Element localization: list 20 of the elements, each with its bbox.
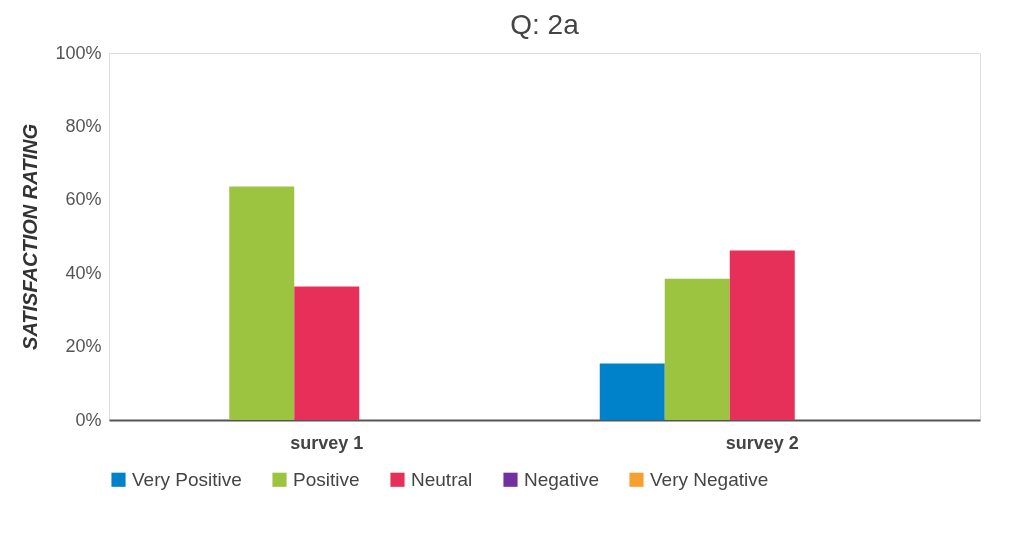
y-tick-label: 40% [65,262,102,283]
y-axis-title: SATISFACTION RATING [19,124,42,350]
y-tick-label: 20% [65,336,102,357]
x-tick-label: survey 2 [725,432,799,453]
bar [229,186,295,420]
bar [294,286,360,420]
y-tick-label: 0% [75,409,102,430]
legend-label: Negative [524,468,599,490]
y-tick-label: 80% [65,115,102,136]
bar [599,363,665,420]
legend-label: Positive [293,468,360,490]
y-tick-label: 60% [65,189,102,210]
chart-title: Q: 2a [510,9,580,40]
legend-label: Very Negative [650,468,769,490]
bar [729,250,795,420]
bar [664,278,730,420]
x-tick-label: survey 1 [290,432,364,453]
y-tick-label: 100% [55,42,102,63]
legend-label: Very Positive [132,468,242,490]
legend-label: Neutral [411,468,473,490]
